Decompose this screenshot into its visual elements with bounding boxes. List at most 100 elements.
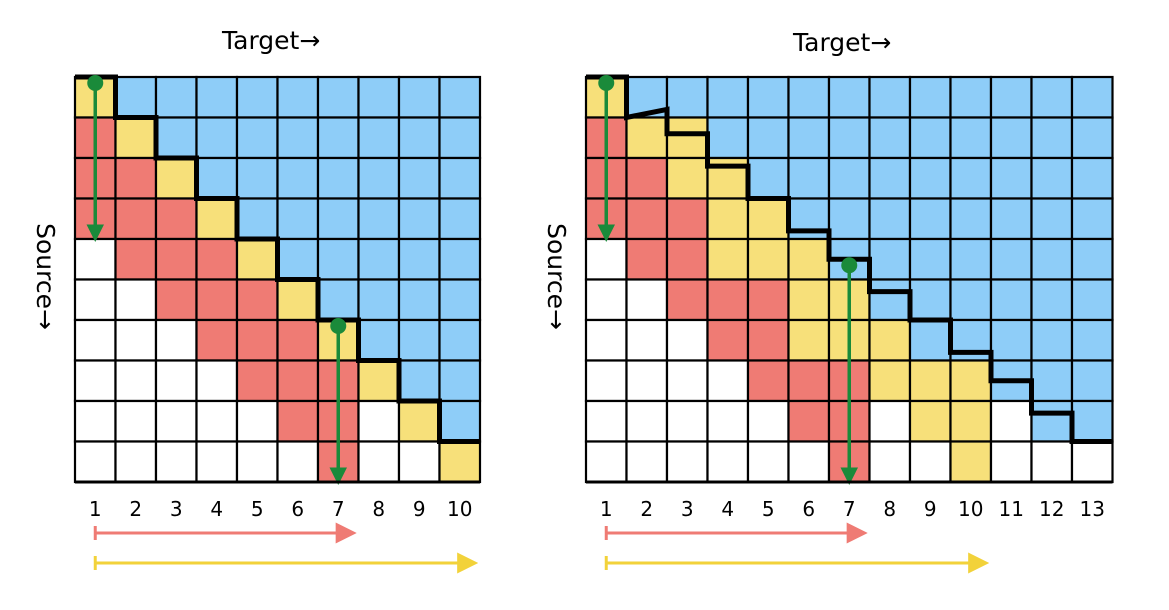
grid-cell — [706, 237, 750, 281]
grid-cell — [397, 116, 441, 160]
grid-cell — [989, 197, 1033, 241]
green-start-dot — [87, 75, 104, 91]
grid-cell — [357, 440, 401, 484]
grid-cell — [316, 237, 360, 281]
grid-cell — [1070, 440, 1114, 484]
column-label: 2 — [640, 497, 653, 521]
column-label: 3 — [170, 497, 183, 521]
grid-cell — [1070, 318, 1114, 362]
grid-cell — [276, 399, 320, 443]
grid-cell — [949, 399, 993, 443]
grid-cell — [276, 237, 320, 281]
column-label: 11 — [999, 497, 1024, 521]
grid-cell — [625, 116, 669, 160]
grid-cell — [746, 399, 790, 443]
grid-cell — [868, 359, 912, 403]
grid-cell — [746, 197, 790, 241]
grid-cell — [235, 359, 279, 403]
grid-cell — [1030, 359, 1074, 403]
column-label: 13 — [1080, 497, 1105, 521]
grid-cell — [706, 278, 750, 322]
grid-cell — [235, 318, 279, 362]
grid-cell — [73, 237, 117, 281]
panel-2-title: Target→ — [793, 28, 892, 57]
grid-cell — [276, 359, 320, 403]
grid-cell — [357, 399, 401, 443]
grid-cell — [438, 116, 482, 160]
grid-cell — [276, 318, 320, 362]
grid-cell — [114, 399, 158, 443]
grid-cell — [438, 237, 482, 281]
grid-cell — [706, 75, 750, 119]
grid-cell — [746, 116, 790, 160]
grid-cell — [1030, 116, 1074, 160]
grid-cell — [908, 197, 952, 241]
grid-cell — [787, 318, 831, 362]
grid-cell — [235, 399, 279, 443]
grid-cell — [276, 197, 320, 241]
grid-cell — [154, 116, 198, 160]
grid-cell — [908, 237, 952, 281]
grid-cell — [989, 75, 1033, 119]
grid-cell — [1070, 197, 1114, 241]
grid-cell — [625, 237, 669, 281]
grid-cell — [989, 399, 1033, 443]
grid-cell — [438, 156, 482, 200]
grid-cell — [276, 440, 320, 484]
grid-cell — [949, 116, 993, 160]
column-label: 2 — [129, 497, 142, 521]
column-label: 7 — [332, 497, 345, 521]
column-label: 5 — [762, 497, 775, 521]
grid-cell — [868, 278, 912, 322]
grid-cell — [73, 278, 117, 322]
grid-cell — [706, 399, 750, 443]
grid-cell — [276, 156, 320, 200]
grid-cell — [989, 156, 1033, 200]
grid-cell — [868, 318, 912, 362]
grid-cell — [706, 318, 750, 362]
grid-cell — [114, 197, 158, 241]
grid-cell — [908, 156, 952, 200]
grid-cell — [114, 359, 158, 403]
grid-cell — [584, 237, 628, 281]
column-label: 9 — [924, 497, 937, 521]
grid-cell — [438, 197, 482, 241]
grid-cell — [114, 237, 158, 281]
grid-cell — [625, 440, 669, 484]
grid-cell — [195, 399, 239, 443]
grid-cell — [397, 197, 441, 241]
grid-cell — [787, 237, 831, 281]
grid-cell — [235, 440, 279, 484]
panel-1-title: Target→ — [222, 26, 321, 55]
grid-cell — [316, 116, 360, 160]
grid-cell — [949, 359, 993, 403]
grid-cell — [746, 318, 790, 362]
grid-cell — [357, 156, 401, 200]
grid-cell — [438, 318, 482, 362]
grid-cell — [706, 116, 750, 160]
grid-cell — [827, 197, 871, 241]
grid-cell — [787, 116, 831, 160]
grid-cell — [949, 440, 993, 484]
grid-cell — [787, 399, 831, 443]
grid-cell — [235, 116, 279, 160]
column-label: 9 — [413, 497, 426, 521]
grid-cell — [73, 399, 117, 443]
grid-cell — [625, 318, 669, 362]
grid-cell — [1030, 399, 1074, 443]
grid-cell — [195, 197, 239, 241]
grid-cell — [908, 440, 952, 484]
grid-cell — [1070, 75, 1114, 119]
grid-cell — [665, 116, 709, 160]
grid-cell — [746, 440, 790, 484]
grid-cell — [908, 399, 952, 443]
grid-cell — [397, 440, 441, 484]
grid-cell — [154, 197, 198, 241]
grid-cell — [746, 359, 790, 403]
grid-cell — [787, 359, 831, 403]
grid-cell — [989, 440, 1033, 484]
grid-cell — [1030, 440, 1074, 484]
grid-cell — [787, 278, 831, 322]
grid-cell — [154, 237, 198, 281]
grid-cell — [1070, 156, 1114, 200]
